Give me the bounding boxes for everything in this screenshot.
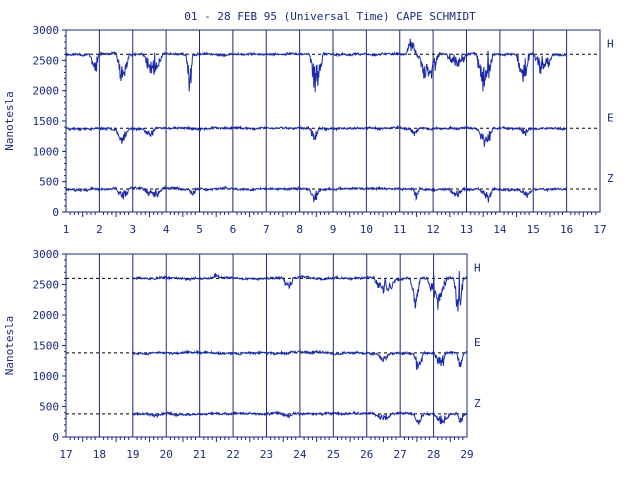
x-tick-label: 28 <box>427 448 440 461</box>
x-tick-label: 3 <box>129 223 136 236</box>
y-axis-label: Nanotesla <box>3 91 16 151</box>
y-tick-label: 500 <box>39 401 59 414</box>
series-z-trace <box>65 184 568 204</box>
x-tick-label: 21 <box>193 448 206 461</box>
series-z-trace <box>132 410 468 426</box>
y-tick-label: 2000 <box>33 309 60 322</box>
x-tick-label: 17 <box>593 223 606 236</box>
series-e-trace <box>65 124 567 147</box>
x-tick-label: 13 <box>460 223 473 236</box>
y-tick-label: 1500 <box>33 340 60 353</box>
y-tick-label: 3000 <box>33 248 60 261</box>
series-label-z: Z <box>474 397 481 410</box>
series-label-e: E <box>474 336 481 349</box>
x-tick-label: 8 <box>296 223 303 236</box>
y-tick-label: 3000 <box>33 24 60 37</box>
panel-top: 1 2 3 4 5 6 7 8 9 10 11 12 13 14 15 16 17050010001500200… <box>3 24 614 236</box>
x-tick-label: 7 <box>263 223 270 236</box>
series-label-e: E <box>607 111 614 124</box>
x-tick-label: 18 <box>93 448 106 461</box>
y-tick-label: 0 <box>52 431 59 444</box>
x-tick-label: 9 <box>330 223 337 236</box>
series-label-z: Z <box>607 172 614 185</box>
y-tick-label: 500 <box>39 176 59 189</box>
x-tick-label: 5 <box>196 223 203 236</box>
x-tick-label: 16 <box>560 223 573 236</box>
x-tick-label: 29 <box>460 448 473 461</box>
y-tick-label: 2500 <box>33 54 60 67</box>
x-tick-label: 4 <box>163 223 170 236</box>
x-tick-label: 27 <box>394 448 407 461</box>
x-tick-label: 2 <box>96 223 103 236</box>
series-e-trace <box>132 349 468 370</box>
x-tick-label: 19 <box>126 448 139 461</box>
y-axis-label: Nanotesla <box>3 316 16 376</box>
x-tick-label: 6 <box>230 223 237 236</box>
x-tick-label: 15 <box>527 223 540 236</box>
series-label-h: H <box>607 37 614 50</box>
x-tick-label: 26 <box>360 448 373 461</box>
series-h-trace <box>65 38 567 93</box>
series-label-h: H <box>474 261 481 274</box>
y-tick-label: 2500 <box>33 279 60 292</box>
y-tick-label: 1500 <box>33 115 60 128</box>
x-tick-label: 11 <box>393 223 406 236</box>
y-tick-label: 1000 <box>33 145 60 158</box>
panel-bottom: 17 18 19 20 21 22 23 24 25 26 27 28 29 0 500 1000 1500 20… <box>3 248 481 461</box>
series-h-trace <box>132 270 468 312</box>
x-tick-label: 14 <box>493 223 507 236</box>
y-tick-label: 1000 <box>33 370 60 383</box>
x-tick-label: 25 <box>327 448 340 461</box>
y-tick-label: 0 <box>52 206 59 219</box>
y-tick-label: 2000 <box>33 85 60 98</box>
x-tick-label: 22 <box>226 448 239 461</box>
x-tick-label: 24 <box>293 448 307 461</box>
x-tick-label: 12 <box>427 223 440 236</box>
x-tick-label: 20 <box>160 448 173 461</box>
x-tick-label: 17 <box>59 448 72 461</box>
x-tick-label: 23 <box>260 448 273 461</box>
x-tick-label: 1 <box>63 223 70 236</box>
chart-title: 01 - 28 FEB 95 (Universal Time) CAPE SCH… <box>184 10 476 23</box>
x-tick-label: 10 <box>360 223 373 236</box>
